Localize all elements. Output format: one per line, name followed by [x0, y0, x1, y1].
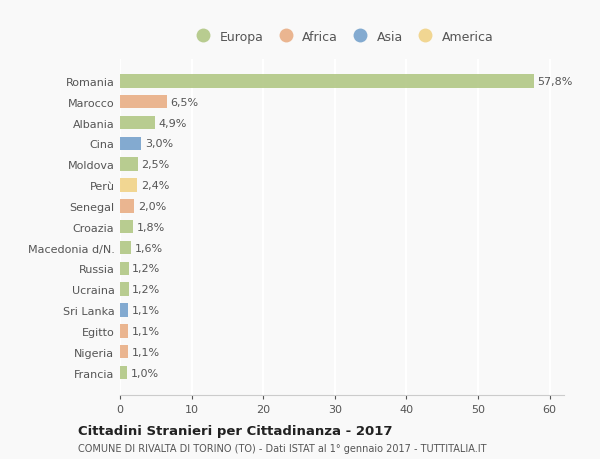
- Text: 2,4%: 2,4%: [141, 181, 169, 190]
- Text: Cittadini Stranieri per Cittadinanza - 2017: Cittadini Stranieri per Cittadinanza - 2…: [78, 424, 392, 437]
- Bar: [120, 179, 137, 192]
- Text: 1,6%: 1,6%: [135, 243, 163, 253]
- Bar: [120, 303, 128, 317]
- Bar: [120, 75, 534, 89]
- Text: 2,5%: 2,5%: [142, 160, 170, 170]
- Text: 1,0%: 1,0%: [131, 368, 159, 378]
- Text: 4,9%: 4,9%: [158, 118, 187, 128]
- Bar: [120, 95, 167, 109]
- Text: 1,8%: 1,8%: [136, 222, 165, 232]
- Text: 1,2%: 1,2%: [132, 264, 160, 274]
- Bar: [120, 241, 131, 255]
- Text: 1,1%: 1,1%: [131, 305, 160, 315]
- Text: 1,1%: 1,1%: [131, 326, 160, 336]
- Bar: [120, 220, 133, 234]
- Legend: Europa, Africa, Asia, America: Europa, Africa, Asia, America: [185, 26, 499, 49]
- Bar: [120, 158, 138, 172]
- Text: 57,8%: 57,8%: [538, 77, 573, 87]
- Bar: [120, 137, 142, 151]
- Text: 6,5%: 6,5%: [170, 97, 198, 107]
- Bar: [120, 117, 155, 130]
- Bar: [120, 262, 128, 275]
- Bar: [120, 283, 128, 297]
- Text: COMUNE DI RIVALTA DI TORINO (TO) - Dati ISTAT al 1° gennaio 2017 - TUTTITALIA.IT: COMUNE DI RIVALTA DI TORINO (TO) - Dati …: [78, 443, 487, 453]
- Text: 1,2%: 1,2%: [132, 285, 160, 295]
- Bar: [120, 366, 127, 380]
- Bar: [120, 345, 128, 359]
- Text: 1,1%: 1,1%: [131, 347, 160, 357]
- Bar: [120, 200, 134, 213]
- Text: 3,0%: 3,0%: [145, 139, 173, 149]
- Text: 2,0%: 2,0%: [138, 202, 166, 212]
- Bar: [120, 325, 128, 338]
